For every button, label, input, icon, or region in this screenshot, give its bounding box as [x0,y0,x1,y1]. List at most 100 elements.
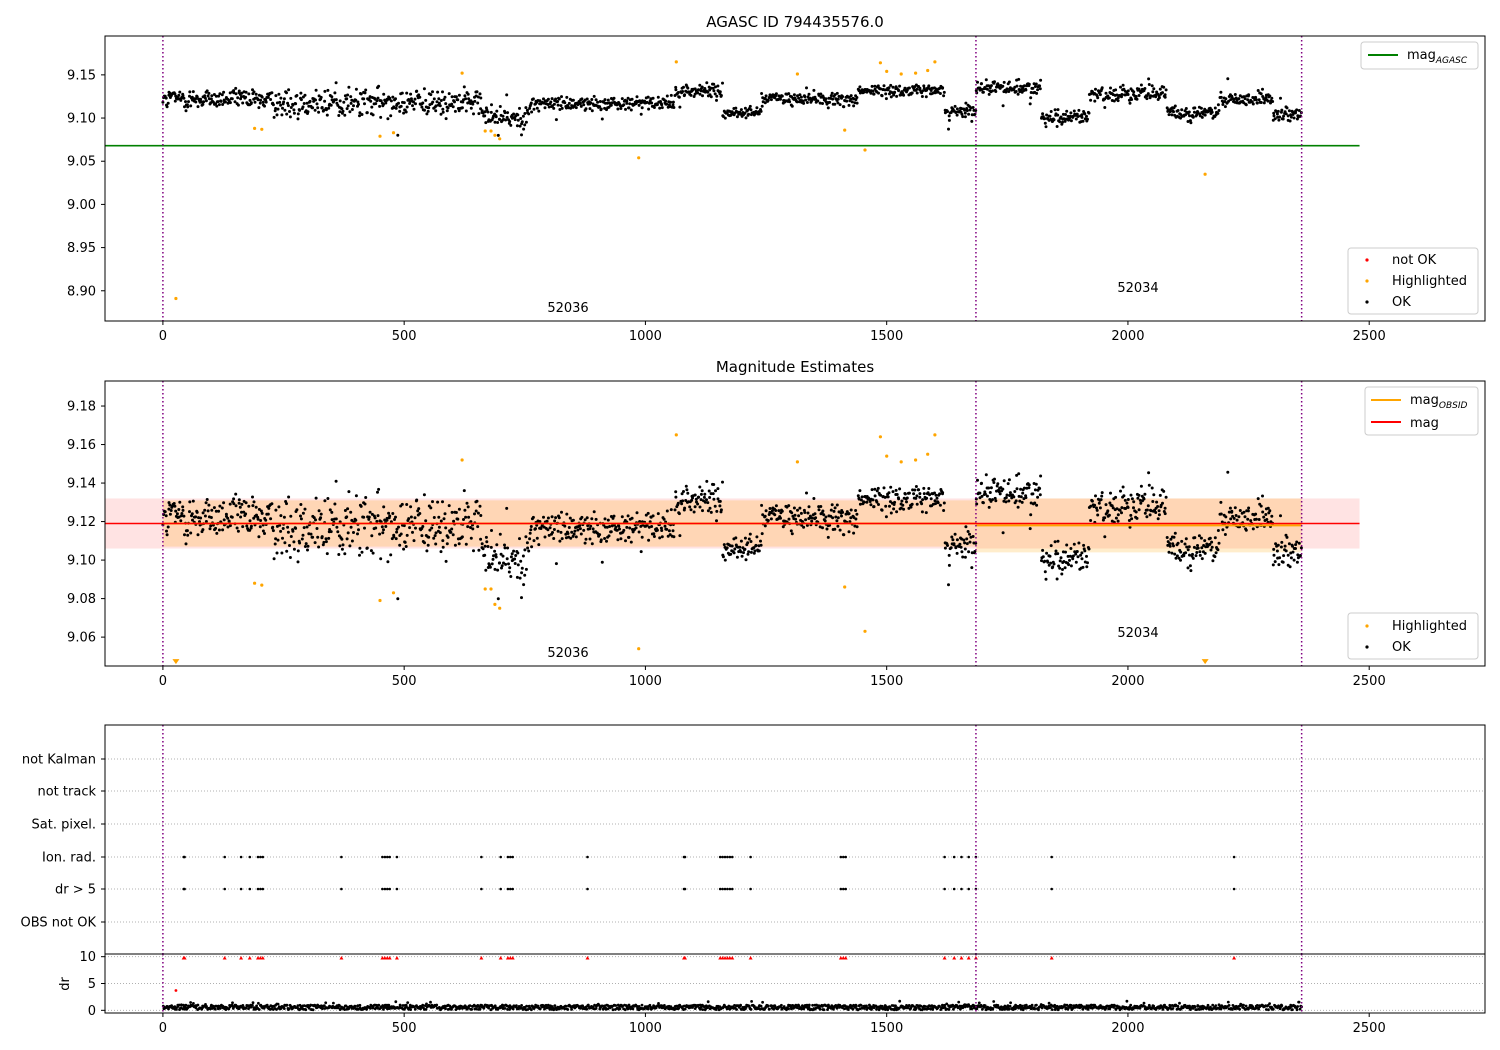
p2-ok-point [488,565,492,569]
p3-flag-point [718,855,722,859]
p2-ok-point [1184,551,1188,555]
p2-ok-point [445,542,449,546]
p2-ok-point [444,559,448,563]
p2-ok-point [1058,566,1062,570]
p2-ok-point [938,492,942,496]
p4-dr-point [285,1003,289,1007]
p2-ok-point [859,498,863,502]
p2-ok-point [1230,509,1234,513]
p1-ok-point [505,115,509,119]
p4-dr-point [511,1007,515,1011]
p1-ok-point [862,90,866,94]
p2-ok-point [427,535,431,539]
p2-ok-point [457,507,461,511]
p1-ok-point [319,95,323,99]
p4-dr-point [957,1000,961,1004]
p1-ok-point [1043,117,1047,121]
p2-ok-point [437,525,441,529]
p4-dr-point [276,1002,280,1006]
p1-ok-point [405,91,409,95]
p2-ok-point [264,518,268,522]
p1-ok-point [378,104,382,108]
p1-ok-point [253,100,257,104]
p1-ok-point [184,109,188,113]
p2-ok-point [952,542,956,546]
p2-ok-point [605,525,609,529]
p2-ok-point [383,518,387,522]
p2-ok-point [770,509,774,513]
p1-ok-point [1062,117,1066,121]
p4-dr-point [1108,1007,1112,1011]
p2-ytick-label: 9.14 [67,477,96,492]
p3-flag-point [586,855,589,859]
p1-ok-point [234,86,238,90]
p1-ok-point [1261,87,1264,91]
p2-ok-point [721,480,724,484]
p4-dr-point [1007,1007,1011,1011]
p2-ok-point [392,535,396,539]
p1-ok-point [985,87,989,91]
p1-ok-point [974,89,978,93]
p1-ok-point [1012,88,1016,92]
p2-highlighted-point [460,458,464,462]
p1-ok-point [376,96,380,100]
p1-ok-point [520,120,524,124]
p1-ok-point [1116,99,1120,103]
p2-ok-point [980,494,984,498]
p2-ok-point [560,510,563,514]
p2-ok-point [475,499,479,503]
p2-ok-point [251,504,255,508]
p2-ok-point [1109,491,1112,495]
p1-ok-point [1032,82,1036,86]
p1-ok-point [207,91,211,95]
p1-ok-point [329,103,333,107]
p2-ok-point [251,495,254,499]
p2-ok-point [303,507,307,511]
p1-ok-point [1093,99,1097,103]
p1-ok-point [1072,109,1076,113]
p4-dr-point [846,1008,850,1011]
p1-ok-point [1259,101,1263,104]
p2-ok-point [209,524,213,528]
p1-ok-point [594,98,598,102]
p2-ok-point [712,497,716,501]
p1-ok-point [462,85,466,89]
p2-ok-point [905,500,908,504]
p1-ok-point [882,84,886,88]
p1-ok-point [386,117,390,121]
p4-dr-point [544,1003,548,1007]
p2-ok-point [1272,553,1276,557]
p2-ok-point [1152,493,1156,497]
p1-ok-point [305,101,309,105]
p1-ok-point [1287,109,1291,113]
p2-ok-point [289,514,293,518]
p1-ok-point [760,104,764,108]
p2-ok-point [889,485,893,489]
p1-ok-point [1268,94,1272,98]
p1-ok-point [434,104,438,108]
p3-row-label: not Kalman [22,753,96,768]
p2-ok-point [947,563,951,567]
p2-ok-point [988,491,992,494]
p4-dr-point [1055,1004,1059,1008]
p1-ok-point [836,101,840,105]
p2-ok-point [317,545,321,549]
p1-ok-point [1172,110,1175,114]
p3-flag-point [381,855,384,859]
p2-ok-point [1192,545,1196,549]
p2-ok-point [288,556,292,559]
p2-ok-point [565,512,569,516]
p2-ok-point [479,514,483,517]
p1-ok-point [567,101,571,105]
p2-ok-point [790,511,794,515]
p1-ok-point [464,97,468,101]
p1-ok-point [1017,77,1021,81]
p2-ok-point [705,479,709,483]
p2-ok-point [1015,473,1019,477]
p1-ok-point [656,95,660,99]
p2-ok-point [582,528,586,532]
p1-ok-point [308,99,312,103]
p1-ok-point [1216,111,1220,115]
p2-ok-point [835,503,839,507]
p2-ok-point [1286,553,1290,557]
